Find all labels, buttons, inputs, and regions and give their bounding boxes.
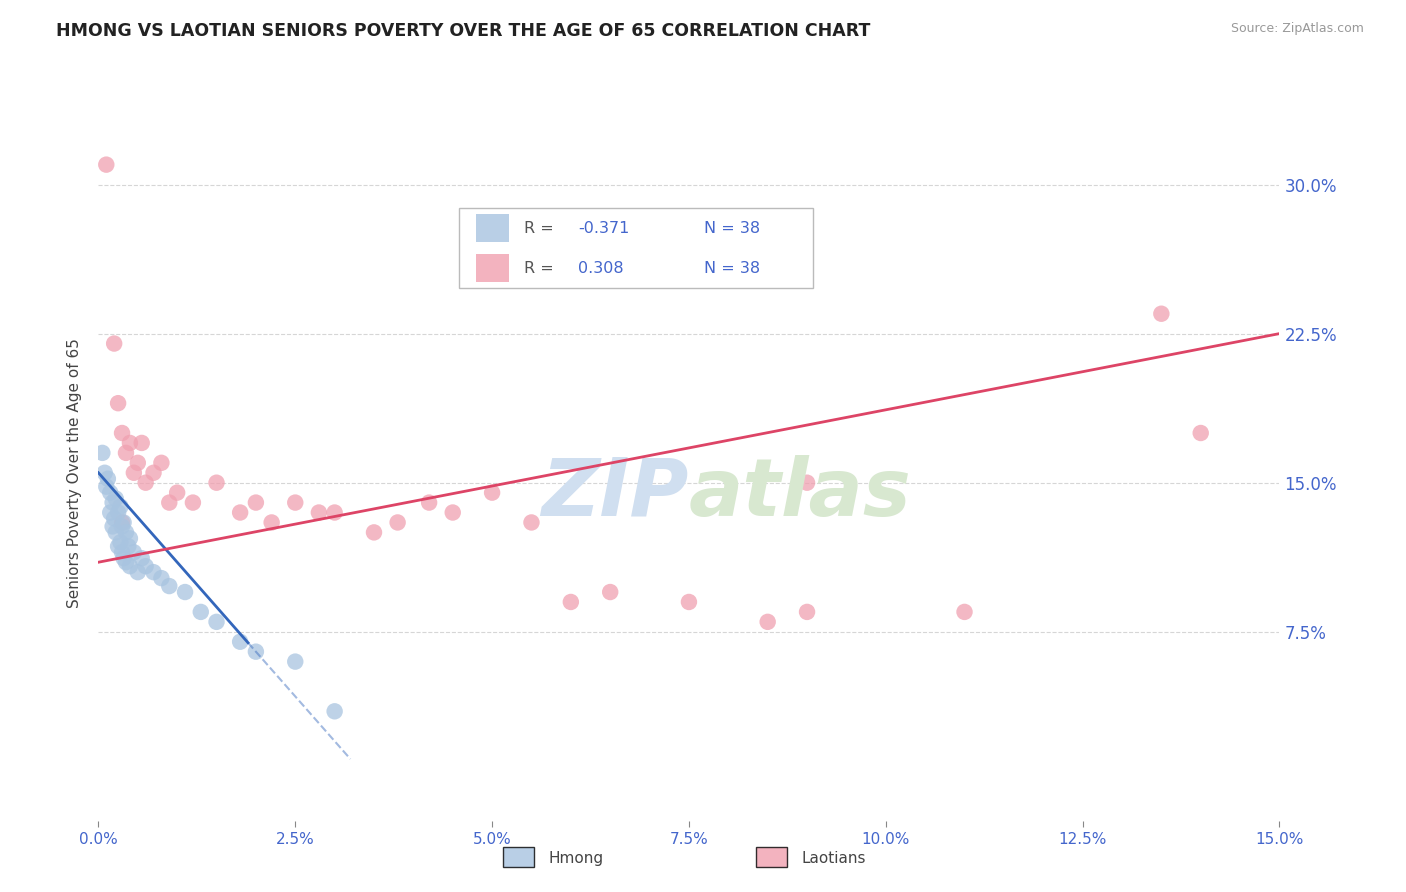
Point	[205, 475, 228, 490]
Text: ZIP: ZIP	[541, 455, 689, 533]
Point	[150, 456, 173, 470]
Point	[111, 545, 134, 559]
Point	[127, 565, 149, 579]
Point	[122, 466, 145, 480]
Point	[1150, 307, 1173, 321]
Point	[284, 495, 307, 509]
Point	[93, 466, 115, 480]
Point	[91, 446, 114, 460]
Point	[107, 396, 129, 410]
Point	[229, 506, 252, 520]
Text: 0.308: 0.308	[578, 260, 623, 276]
Point	[112, 516, 135, 530]
Point	[118, 436, 141, 450]
Bar	[458, 209, 813, 288]
Point	[308, 506, 330, 520]
Point	[97, 472, 120, 486]
Point	[142, 466, 165, 480]
Text: Laotians: Laotians	[801, 851, 866, 865]
Point	[115, 555, 138, 569]
Text: HMONG VS LAOTIAN SENIORS POVERTY OVER THE AGE OF 65 CORRELATION CHART: HMONG VS LAOTIAN SENIORS POVERTY OVER TH…	[56, 22, 870, 40]
Point	[111, 425, 134, 440]
Point	[260, 516, 283, 530]
Point	[387, 516, 409, 530]
Point	[110, 500, 132, 514]
Point	[112, 551, 135, 566]
Point	[107, 539, 129, 553]
Point	[101, 519, 124, 533]
Point	[150, 571, 173, 585]
Point	[520, 516, 543, 530]
Point	[135, 475, 157, 490]
Point	[131, 436, 153, 450]
Point	[103, 511, 125, 525]
Point	[115, 446, 138, 460]
Point	[98, 506, 121, 520]
Text: Hmong: Hmong	[548, 851, 603, 865]
Point	[122, 545, 145, 559]
Point	[118, 559, 141, 574]
Point	[678, 595, 700, 609]
Point	[131, 551, 153, 566]
Point	[756, 615, 779, 629]
Point	[284, 655, 307, 669]
Point	[111, 516, 134, 530]
Point	[101, 495, 124, 509]
Text: N = 38: N = 38	[704, 260, 761, 276]
Point	[127, 456, 149, 470]
Point	[418, 495, 440, 509]
Point	[560, 595, 582, 609]
Text: N = 38: N = 38	[704, 221, 761, 235]
Text: Source: ZipAtlas.com: Source: ZipAtlas.com	[1230, 22, 1364, 36]
Point	[441, 506, 464, 520]
Point	[135, 559, 157, 574]
Point	[599, 585, 621, 599]
Point	[98, 485, 121, 500]
Point	[323, 506, 346, 520]
Point	[115, 525, 138, 540]
Point	[157, 495, 180, 509]
Point	[107, 506, 129, 520]
Point	[245, 495, 267, 509]
Point	[96, 158, 118, 172]
Point	[166, 485, 188, 500]
Y-axis label: Seniors Poverty Over the Age of 65: Seniors Poverty Over the Age of 65	[67, 338, 83, 607]
Point	[104, 491, 127, 506]
Point	[229, 634, 252, 648]
Point	[157, 579, 180, 593]
Text: atlas: atlas	[689, 455, 911, 533]
Point	[245, 645, 267, 659]
Point	[796, 605, 818, 619]
Point	[953, 605, 976, 619]
Point	[111, 519, 134, 533]
Point	[174, 585, 197, 599]
Point	[205, 615, 228, 629]
Text: R =: R =	[523, 260, 558, 276]
Point	[1189, 425, 1212, 440]
Point	[104, 525, 127, 540]
Point	[323, 704, 346, 718]
Point	[142, 565, 165, 579]
Text: R =: R =	[523, 221, 558, 235]
Point	[796, 475, 818, 490]
Bar	[477, 214, 509, 243]
Point	[190, 605, 212, 619]
Point	[181, 495, 204, 509]
Point	[117, 539, 139, 553]
Point	[481, 485, 503, 500]
Point	[118, 532, 141, 546]
Point	[363, 525, 385, 540]
Point	[103, 336, 125, 351]
Text: -0.371: -0.371	[578, 221, 630, 235]
Point	[96, 480, 118, 494]
Point	[110, 535, 132, 549]
Bar	[477, 254, 509, 282]
